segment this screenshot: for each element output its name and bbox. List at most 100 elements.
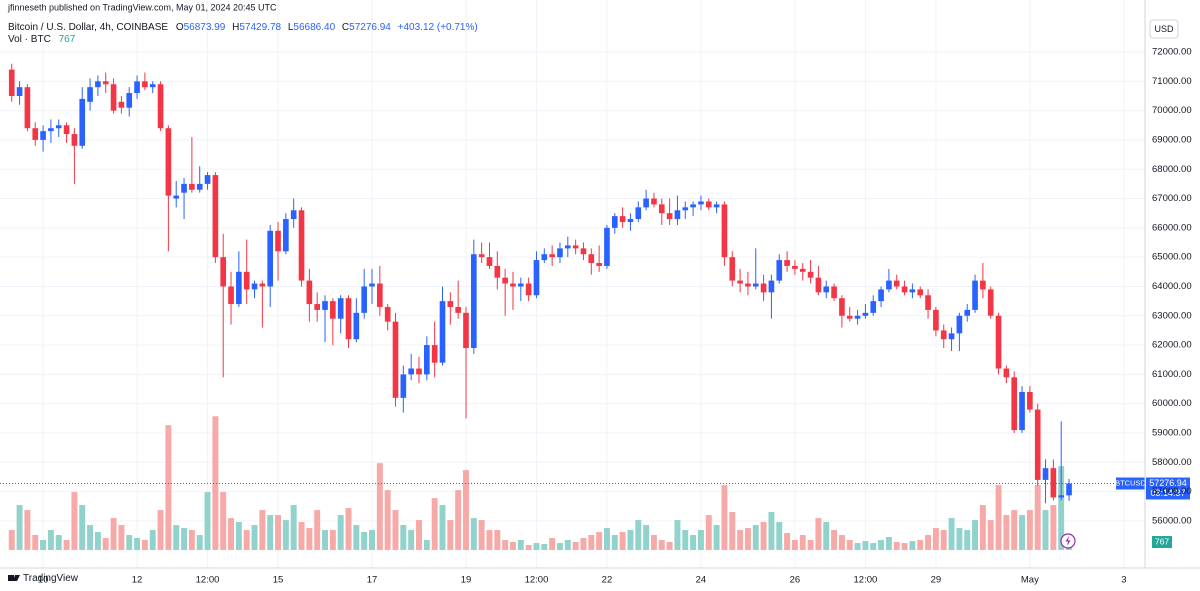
- candle-body: [752, 283, 759, 287]
- candle-body: [682, 207, 689, 211]
- volume-bar: [1034, 485, 1041, 550]
- volume-bar: [8, 530, 15, 550]
- candle-body: [236, 271, 242, 305]
- volume-bar: [212, 416, 219, 550]
- volume-bar: [16, 505, 23, 550]
- candle-body: [525, 283, 532, 296]
- volume-bar: [376, 463, 383, 550]
- volume-bar: [619, 532, 626, 550]
- candle-body: [901, 286, 908, 293]
- candle-body: [48, 128, 54, 132]
- volume-bar: [776, 522, 783, 550]
- volume-bar: [893, 541, 900, 550]
- candle-body: [980, 280, 986, 290]
- y-tick-label: 57000.00: [1152, 486, 1192, 497]
- volume-bar: [337, 515, 344, 550]
- x-tick-label: 22: [602, 575, 613, 586]
- volume-bar: [596, 532, 603, 550]
- volume-bar: [956, 528, 963, 550]
- candle-body: [1011, 377, 1018, 431]
- volume-bar: [71, 492, 78, 550]
- volume-bar: [1050, 505, 1057, 550]
- volume-bar: [549, 538, 556, 550]
- candle-body: [823, 286, 830, 293]
- candle-body: [815, 277, 822, 293]
- candle-body: [283, 219, 289, 252]
- volume-bar: [63, 540, 70, 550]
- candle-body: [635, 207, 642, 220]
- volume-bar: [721, 485, 728, 550]
- candle-body: [643, 198, 649, 208]
- volume-bar: [784, 533, 791, 550]
- candle-body: [1042, 468, 1049, 480]
- candle-body: [909, 289, 916, 293]
- volume-bar: [987, 520, 994, 550]
- candle-body: [369, 283, 375, 287]
- price-tag-label: 57276.94: [1149, 478, 1187, 488]
- candle-body: [353, 312, 360, 340]
- volume-bar: [87, 525, 94, 550]
- candle-body: [604, 227, 610, 266]
- volume-bar: [611, 535, 618, 550]
- volume-bar: [838, 535, 845, 550]
- candle-body: [118, 101, 125, 108]
- volume-bar: [603, 528, 610, 550]
- candle-body: [478, 254, 485, 258]
- candle-body: [964, 309, 971, 316]
- candle-body: [588, 254, 595, 264]
- volume-bar: [478, 520, 485, 550]
- volume-bar: [165, 425, 172, 550]
- y-tick-label: 58000.00: [1152, 457, 1192, 468]
- y-tick-label: 62000.00: [1152, 340, 1192, 351]
- volume-tag-label: 767: [1155, 536, 1169, 546]
- volume-last: 767: [59, 34, 76, 45]
- candle-body: [165, 128, 172, 196]
- volume-bar: [666, 541, 673, 550]
- y-tick-label: 63000.00: [1152, 310, 1192, 321]
- x-tick-label: 12:00: [196, 575, 220, 586]
- candle-body: [439, 301, 446, 363]
- candle-body: [690, 204, 696, 208]
- x-tick-label: 12: [132, 575, 143, 586]
- volume-bar: [580, 538, 587, 550]
- volume-layer: [8, 416, 1073, 550]
- legend-header: Bitcoin / U.S. Dollar, 4h, COINBASE O568…: [8, 22, 478, 33]
- volume-bar: [157, 510, 164, 550]
- volume-bar: [932, 528, 939, 550]
- volume-bar: [682, 530, 689, 550]
- volume-bar: [870, 543, 877, 550]
- candle-body: [564, 245, 571, 249]
- volume-bar: [259, 510, 266, 550]
- countdown: 03:14:37: [1150, 488, 1185, 498]
- volume-bar: [290, 505, 297, 550]
- candle-body: [940, 330, 947, 340]
- volume-bar: [416, 520, 422, 550]
- currency-box[interactable]: [1149, 19, 1179, 39]
- candle-body: [792, 265, 798, 269]
- volume-bar: [541, 543, 548, 550]
- volume-bar: [995, 485, 1002, 550]
- volume-bar: [831, 530, 838, 550]
- candle-body: [886, 280, 892, 290]
- volume-bar: [267, 515, 274, 550]
- candle-body: [596, 263, 602, 266]
- volume-bar: [799, 535, 806, 550]
- y-tick-label: 68000.00: [1152, 164, 1192, 175]
- volume-bar: [40, 540, 47, 550]
- volume-bar: [1011, 510, 1018, 550]
- candle-body: [431, 345, 438, 363]
- candle-body: [71, 134, 78, 146]
- volume-bar: [572, 541, 579, 550]
- volume-bar: [408, 530, 415, 550]
- candle-body: [345, 298, 352, 340]
- volume-bar: [345, 508, 352, 550]
- candle-body: [533, 260, 540, 296]
- candle-body: [995, 315, 1002, 369]
- candle-body: [1027, 391, 1033, 410]
- x-tick-label: 12:00: [854, 575, 878, 586]
- currency[interactable]: USD: [1154, 24, 1174, 34]
- volume-bar: [885, 537, 892, 550]
- y-tick-label: 72000.00: [1152, 47, 1192, 58]
- volume-bar: [486, 530, 493, 550]
